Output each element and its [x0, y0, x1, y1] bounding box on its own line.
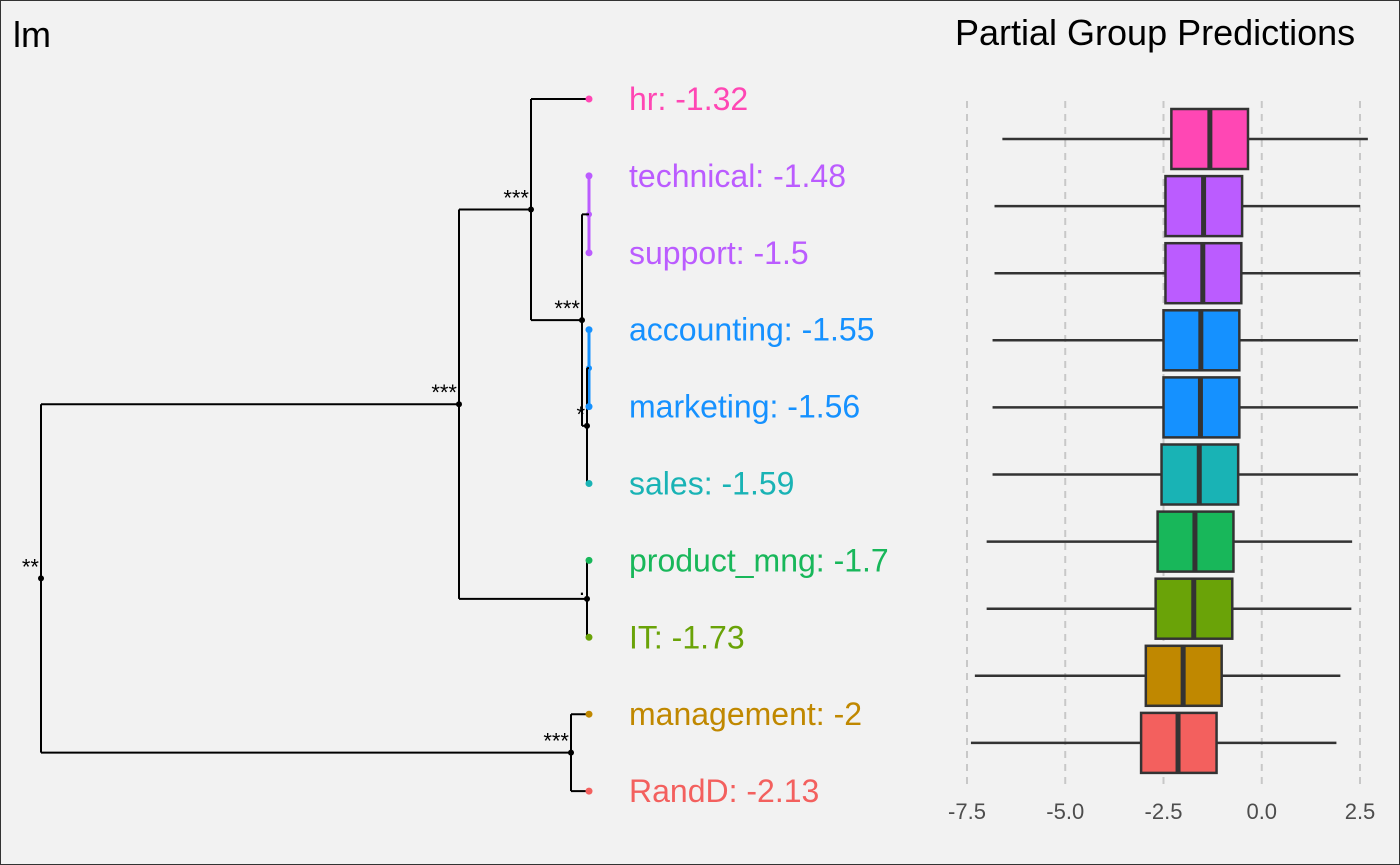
label-marketing: marketing: -1.56 [629, 389, 860, 425]
leaf-dot-hr [585, 95, 593, 103]
box-RandD [970, 711, 1337, 775]
group-labels: hr: -1.32 technical: -1.48 support: -1.5 ac… [629, 81, 889, 809]
leaf-dot-management [585, 710, 593, 718]
x-tick-label-0: -7.5 [948, 799, 986, 824]
label-sales: sales: -1.59 [629, 466, 794, 502]
box-marketing [992, 376, 1359, 439]
label-product_mng: product_mng: -1.7 [629, 542, 889, 578]
label-hr: hr: -1.32 [629, 81, 748, 117]
leaf-dot-RandD [585, 787, 593, 795]
box-accounting [992, 309, 1359, 372]
box-support [994, 241, 1360, 305]
label-IT: IT: -1.73 [629, 619, 745, 655]
box-IT [986, 577, 1352, 640]
x-tick-label-3: 0.0 [1246, 799, 1277, 824]
significance-root: ** [22, 554, 40, 579]
box-hr [1002, 107, 1368, 171]
leaf-dot-product_mng [585, 556, 593, 564]
significance-st_ams: *** [554, 296, 580, 321]
leaf-dot-IT [585, 633, 593, 641]
leaf-dot-accounting [585, 326, 593, 334]
x-tick-label-4: 2.5 [1345, 799, 1376, 824]
label-management: management: -2 [629, 696, 862, 732]
leaf-dot-sales [585, 480, 593, 487]
x-tick-label-1: -5.0 [1046, 799, 1084, 824]
leaf-dot-technical [585, 172, 593, 180]
label-RandD: RandD: -2.13 [629, 773, 819, 809]
left-title: lm [13, 14, 51, 55]
leaf-dot-marketing [585, 403, 593, 411]
node-root [38, 575, 44, 582]
label-technical: technical: -1.48 [629, 158, 846, 194]
leaf-dot-support [585, 249, 593, 257]
box-sales [992, 443, 1359, 506]
x-tick-label-2: -2.5 [1145, 799, 1183, 824]
label-support: support: -1.5 [629, 235, 809, 271]
x-axis-ticks: -7.5 -5.0 -2.5 0.0 2.5 [948, 799, 1375, 824]
box-management [974, 644, 1341, 708]
significance-mgmt_randd: *** [543, 729, 569, 754]
box-product_mng [986, 510, 1353, 573]
merge-root: ** [22, 403, 571, 754]
label-accounting: accounting: -1.55 [629, 312, 875, 348]
dendrogram: *******.******** [22, 95, 593, 795]
boxplots [970, 107, 1368, 775]
significance-acc_mkt_sales: * [576, 402, 585, 427]
box-technical [994, 174, 1360, 238]
right-title: Partial Group Predictions [955, 12, 1355, 53]
significance-pm_it: . [579, 575, 585, 600]
significance-upper: *** [431, 380, 457, 405]
significance-hr_rest: *** [503, 186, 529, 211]
